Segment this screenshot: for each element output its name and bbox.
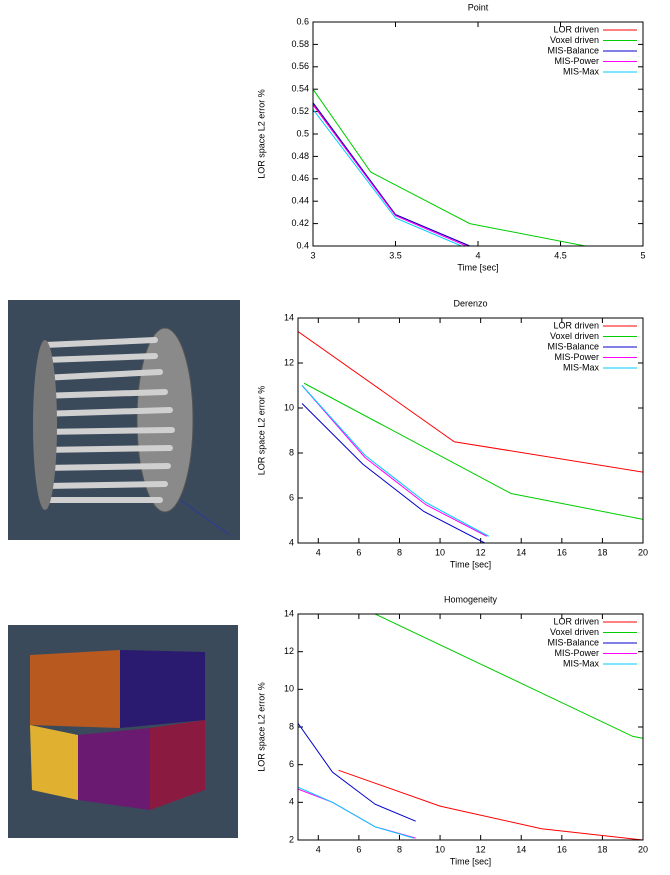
y-axis-label: LOR space L2 error %	[256, 386, 266, 476]
chart-title: Homogeneity	[444, 594, 498, 604]
derenzo-render	[8, 300, 240, 540]
y-tick-label: 0.44	[291, 196, 309, 206]
cube	[78, 728, 150, 810]
y-tick-label: 4	[289, 537, 294, 547]
series-line	[375, 614, 643, 738]
y-tick-label: 0.4	[296, 240, 309, 250]
legend-label: LOR driven	[553, 616, 599, 626]
series-line	[302, 386, 487, 537]
series-line	[302, 386, 489, 537]
x-tick-label: 8	[397, 844, 402, 854]
legend-label: MIS-Max	[563, 362, 600, 372]
x-axis-label: Time [sec]	[457, 262, 498, 272]
y-tick-label: 10	[284, 402, 294, 412]
homogeneity-render	[8, 625, 238, 838]
y-tick-label: 14	[284, 312, 294, 322]
x-tick-label: 6	[356, 844, 361, 854]
legend-label: MIS-Balance	[547, 341, 599, 351]
y-tick-label: 0.42	[291, 218, 309, 228]
y-tick-label: 12	[284, 357, 294, 367]
x-tick-label: 10	[435, 547, 445, 557]
legend-label: MIS-Power	[554, 648, 599, 658]
y-tick-label: 10	[284, 684, 294, 694]
x-tick-label: 20	[638, 844, 648, 854]
series-line	[313, 104, 470, 246]
x-tick-label: 14	[516, 547, 526, 557]
cube	[30, 650, 120, 728]
figure: Point Time [sec] LOR space L2 error % 3 3.5 4…	[0, 0, 670, 875]
x-tick-label: 4	[475, 250, 480, 260]
legend-label: MIS-Max	[563, 66, 600, 76]
legend-label: MIS-Max	[563, 658, 600, 668]
y-tick-label: 0.58	[291, 39, 309, 49]
series-line	[298, 723, 416, 821]
legend-label: Voxel driven	[550, 627, 599, 637]
legend-label: LOR driven	[553, 320, 599, 330]
x-tick-label: 18	[597, 547, 607, 557]
cylinder-front	[33, 340, 57, 510]
x-tick-label: 14	[516, 844, 526, 854]
x-axis-label: Time [sec]	[450, 856, 491, 866]
y-tick-label: 6	[289, 492, 294, 502]
y-tick-label: 4	[289, 797, 294, 807]
x-tick-label: 4.5	[554, 250, 567, 260]
x-tick-label: 20	[638, 547, 648, 557]
y-tick-label: 0.56	[291, 61, 309, 71]
series-line	[313, 109, 462, 246]
legend-label: MIS-Power	[554, 352, 599, 362]
x-axis-label: Time [sec]	[450, 559, 491, 569]
x-tick-label: 18	[597, 844, 607, 854]
y-tick-label: 14	[284, 608, 294, 618]
x-tick-label: 4	[316, 844, 321, 854]
y-tick-label: 0.46	[291, 173, 309, 183]
y-tick-label: 0.48	[291, 151, 309, 161]
y-tick-label: 12	[284, 646, 294, 656]
legend-label: MIS-Balance	[547, 45, 599, 55]
chart-title: Point	[468, 2, 489, 12]
y-tick-label: 6	[289, 759, 294, 769]
y-axis-label: LOR space L2 error %	[256, 89, 266, 179]
series-line	[304, 383, 643, 519]
y-tick-label: 8	[289, 721, 294, 731]
y-tick-label: 2	[289, 834, 294, 844]
x-tick-label: 3	[310, 250, 315, 260]
x-tick-label: 10	[435, 844, 445, 854]
chart-title: Derenzo	[453, 298, 487, 308]
cube	[120, 650, 205, 728]
series-line	[313, 89, 585, 246]
y-tick-label: 0.5	[296, 128, 309, 138]
y-tick-label: 8	[289, 447, 294, 457]
y-axis-label: LOR space L2 error %	[256, 682, 266, 772]
legend-label: Voxel driven	[550, 331, 599, 341]
y-tick-label: 0.6	[296, 16, 309, 26]
series-line	[313, 103, 470, 246]
legend-label: LOR driven	[553, 24, 599, 34]
x-tick-label: 5	[640, 250, 645, 260]
x-tick-label: 12	[476, 547, 486, 557]
x-tick-label: 8	[397, 547, 402, 557]
legend-label: MIS-Balance	[547, 637, 599, 647]
y-tick-label: 0.52	[291, 106, 309, 116]
x-tick-label: 4	[316, 547, 321, 557]
cube	[30, 725, 78, 800]
legend-label: Voxel driven	[550, 35, 599, 45]
series-line	[313, 105, 466, 246]
x-tick-label: 16	[557, 547, 567, 557]
legend-label: MIS-Power	[554, 56, 599, 66]
x-tick-label: 12	[476, 844, 486, 854]
x-tick-label: 3.5	[389, 250, 402, 260]
x-tick-label: 16	[557, 844, 567, 854]
page: Point Time [sec] LOR space L2 error % 3 3.5 4…	[0, 0, 670, 875]
series-line	[302, 404, 485, 544]
x-tick-label: 6	[356, 547, 361, 557]
y-tick-label: 0.54	[291, 84, 309, 94]
